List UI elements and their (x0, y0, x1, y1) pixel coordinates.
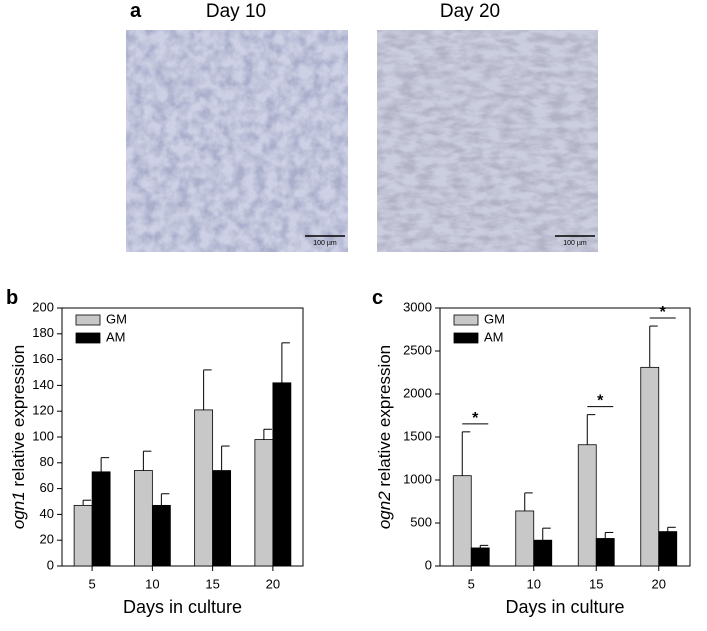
y-axis-label-part: ogn1 (9, 491, 28, 529)
y-tick-label: 80 (40, 454, 54, 469)
error-bar (221, 445, 230, 471)
scale-label: 100 µm (563, 240, 587, 247)
x-tick-label: 15 (589, 576, 603, 591)
y-tick-label: 2500 (403, 342, 432, 357)
y-tick-label: 120 (32, 403, 54, 418)
y-tick-label: 140 (32, 377, 54, 392)
legend-swatch (453, 314, 479, 326)
y-tick-label: 160 (32, 351, 54, 366)
bar (133, 470, 153, 567)
legend-swatch (75, 314, 101, 326)
legend-label: AM (484, 329, 504, 344)
bar (272, 382, 292, 567)
x-tick-label: 5 (89, 576, 96, 591)
error-bar (263, 428, 272, 440)
legend-label: GM (106, 311, 127, 326)
y-tick-label: 200 (32, 299, 54, 314)
panel-label: b (6, 287, 18, 309)
y-axis-label-part: ogn2 (375, 491, 394, 529)
y-tick-label: 1000 (403, 471, 432, 486)
error-bar (281, 342, 290, 383)
significance-mark: * (597, 393, 604, 410)
error-bar (142, 450, 152, 471)
panel-label: c (372, 287, 383, 309)
bar (452, 475, 472, 567)
error-bar (604, 531, 614, 539)
bar (640, 366, 660, 567)
bar (194, 409, 214, 567)
y-tick-label: 2000 (403, 385, 432, 400)
y-axis-label: ogn2 relative expression (375, 345, 394, 529)
micrograph (377, 30, 598, 252)
bar (595, 538, 615, 567)
bar (151, 504, 171, 567)
scale-label: 100 µm (313, 240, 337, 247)
bar (515, 510, 535, 567)
bar (470, 547, 490, 567)
error-bar (160, 493, 170, 506)
x-axis-label: Days in culture (505, 597, 624, 617)
bar (577, 444, 597, 567)
y-tick-label: 0 (47, 557, 54, 572)
error-bar (586, 414, 596, 445)
y-tick-label: 0 (425, 557, 432, 572)
y-tick-label: 180 (32, 325, 54, 340)
legend-label: AM (106, 329, 126, 344)
significance-mark: * (660, 304, 667, 321)
bar (212, 470, 232, 567)
panel-label: a (130, 0, 142, 22)
y-tick-label: 3000 (403, 299, 432, 314)
bar (73, 504, 93, 567)
x-tick-label: 5 (468, 576, 475, 591)
y-tick-label: 60 (40, 480, 54, 495)
y-axis-label-part: relative expression (375, 345, 394, 491)
x-tick-label: 20 (266, 576, 280, 591)
y-tick-label: 500 (410, 514, 432, 529)
y-tick-label: 40 (40, 506, 54, 521)
y-axis-label: ogn1 relative expression (9, 345, 28, 529)
legend-label: GM (484, 311, 505, 326)
error-bar (479, 544, 489, 548)
error-bar (542, 527, 551, 541)
error-bar (100, 457, 110, 472)
bar (533, 539, 553, 567)
error-bar (82, 499, 92, 506)
error-bar (524, 492, 533, 511)
error-bar (203, 369, 212, 410)
bar (254, 439, 274, 567)
y-tick-label: 20 (40, 532, 54, 547)
y-tick-label: 100 (32, 428, 54, 443)
x-tick-label: 10 (527, 576, 541, 591)
error-bar (667, 526, 676, 532)
legend-swatch (453, 332, 479, 344)
x-tick-label: 20 (652, 576, 666, 591)
y-axis-label-part: relative expression (9, 345, 28, 491)
significance-mark: * (472, 410, 479, 427)
image-title: Day 20 (440, 1, 500, 22)
y-tick-label: 1500 (403, 428, 432, 443)
legend-swatch (75, 332, 101, 344)
bar (91, 471, 111, 567)
bar (658, 531, 678, 567)
error-bar (649, 325, 658, 368)
x-tick-label: 15 (205, 576, 219, 591)
x-axis-label: Days in culture (123, 597, 242, 617)
image-title: Day 10 (206, 1, 266, 22)
x-tick-label: 10 (145, 576, 159, 591)
error-bar (461, 431, 471, 476)
micrograph (126, 30, 348, 252)
